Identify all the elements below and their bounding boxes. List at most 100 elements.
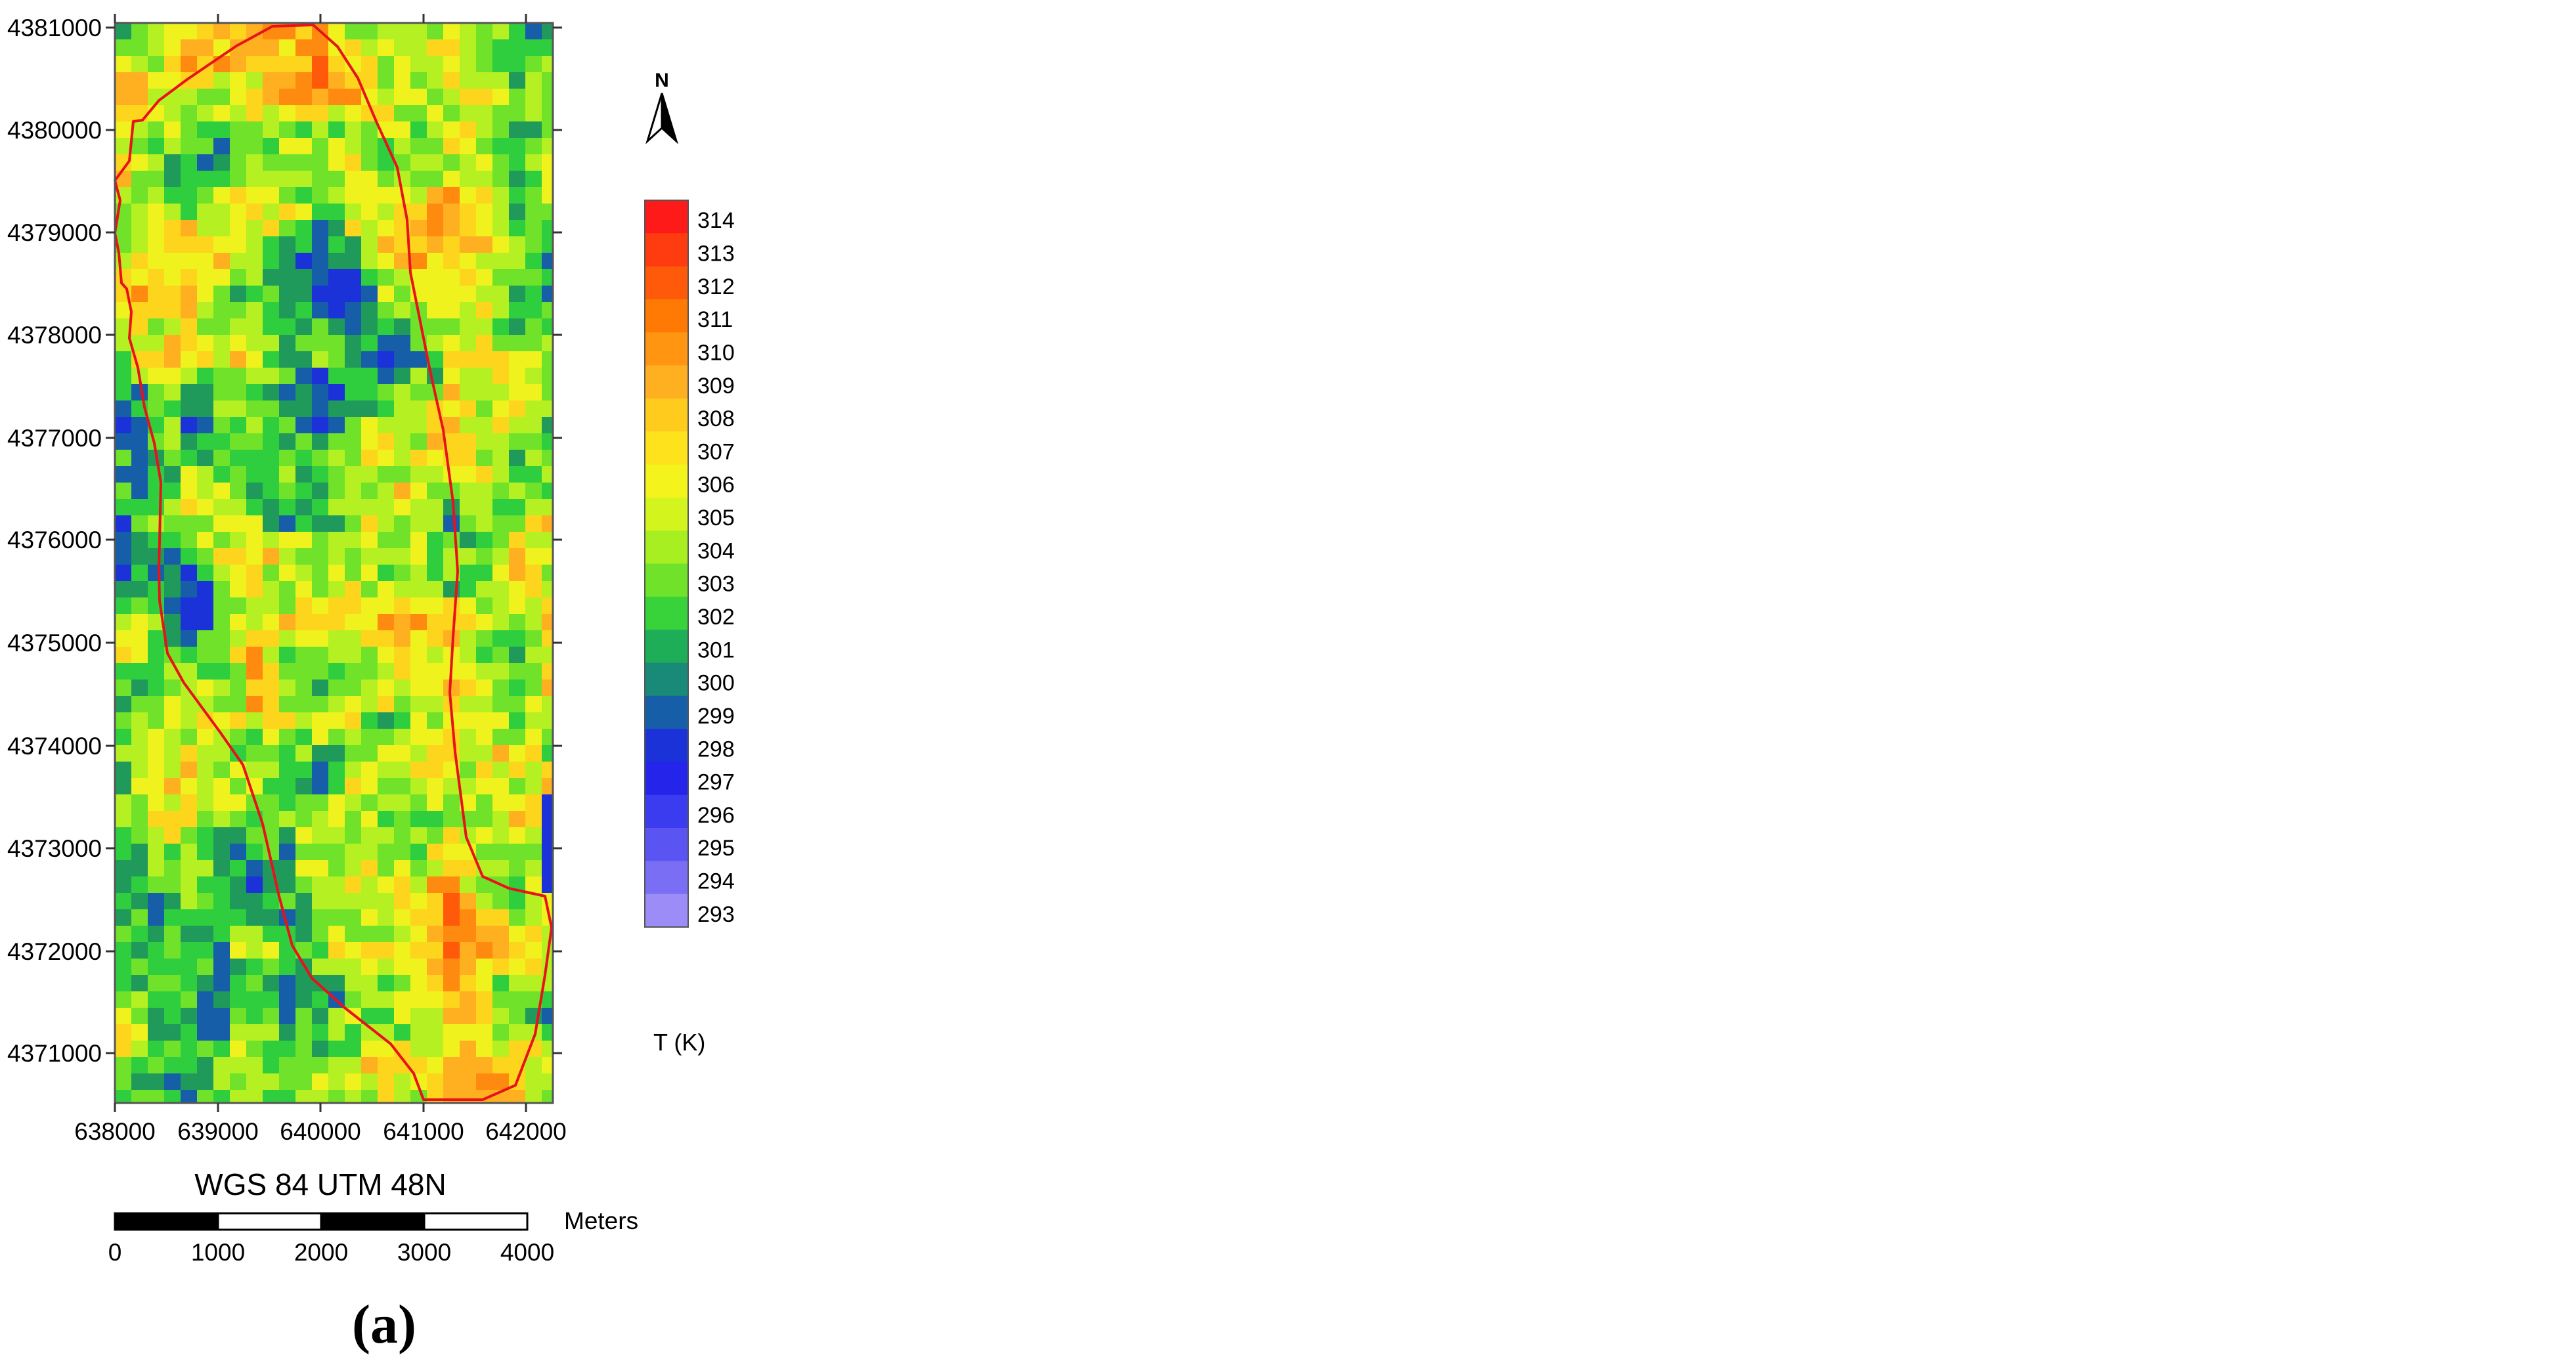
legend-swatch (645, 398, 688, 432)
y-tick-label: 4381000 (913, 14, 1008, 41)
y-tick-label: 4375000 (7, 630, 102, 657)
legend-swatch (2455, 700, 2498, 746)
map-panel-a: 4381000 4380000 4379000 4378000 4377000 43760… (7, 14, 2563, 1355)
legend-value: 0.36 (1602, 393, 1646, 418)
map-frame-b (1021, 23, 1457, 1103)
legend-swatch (1550, 496, 1593, 524)
legend-value: 0 (1602, 878, 1615, 903)
y-tick-label: 4373000 (913, 835, 1008, 862)
legend-swatch (2455, 337, 2498, 383)
legend-value: 0.4 (1602, 339, 1633, 364)
map-frame-a (114, 22, 554, 1104)
scalebar-segment (2133, 1213, 2236, 1230)
scalebar-label: 0 (1920, 1239, 1934, 1266)
legend-value: 305 (697, 506, 735, 530)
y-tick-label: 4379000 (7, 219, 102, 246)
x-tick-label: 642000 (485, 1118, 566, 1145)
legend-value: 304 (697, 538, 735, 563)
x-tick-label: 641000 (1289, 1118, 1370, 1145)
y-tick-label: 4378000 (7, 322, 102, 349)
legend-value: 296 (697, 803, 735, 828)
y-tick-label: 4372000 (1819, 938, 1913, 965)
scalebar-segment (2030, 1213, 2133, 1230)
legend-swatch (1550, 766, 1593, 793)
legend-swatch (645, 596, 688, 630)
legend-title: T (K) (653, 1029, 705, 1056)
legend-value: 310 (697, 340, 735, 365)
legend-value: 299 (697, 704, 735, 729)
legend-value: 298 (697, 737, 735, 762)
legend-value: 306 (697, 473, 735, 498)
y-tick-label: 4381000 (1819, 14, 1913, 41)
legend-value: 0.04 (2507, 508, 2550, 532)
legend-value: 308 (697, 406, 735, 431)
y-tick-label: 4374000 (913, 733, 1008, 760)
legend-swatch (1550, 416, 1593, 443)
legend-value: 0.46 (1602, 259, 1646, 284)
legend-swatch (2455, 745, 2498, 791)
x-tick-label: 640000 (1186, 1118, 1267, 1145)
legend-value: 0.42 (1602, 313, 1646, 337)
panel-caption: (b) (1250, 1294, 1318, 1355)
scalebar-segment (1124, 1213, 1227, 1230)
legend-swatch (1550, 227, 1593, 255)
y-tick-label: 4381000 (7, 14, 102, 41)
legend-value: 0.48 (1602, 232, 1646, 257)
scalebar-segment (1927, 1213, 2030, 1230)
legend-swatch (1550, 200, 1593, 228)
legend-swatch (645, 332, 688, 366)
legend-value: 0.045 (2507, 459, 2563, 484)
legend-value: 0.025 (2507, 654, 2563, 679)
x-tick-label: 638000 (980, 1118, 1061, 1145)
legend-value: 0.32 (1602, 447, 1646, 472)
legend-swatch (1550, 819, 1593, 847)
projection-label: WGS 84 UTM 48N (1101, 1167, 1352, 1201)
legend-value: 300 (697, 671, 735, 696)
legend-swatch (2455, 518, 2498, 564)
scalebar-segment (1227, 1213, 1330, 1230)
north-arrow-icon-fill (1568, 93, 1583, 141)
north-arrow-icon (1554, 93, 1568, 141)
scalebar-label: 3000 (397, 1239, 451, 1266)
legend-value: 0.01 (2507, 800, 2550, 825)
legend-value: 0.28 (1602, 501, 1646, 526)
scalebar-segment (1330, 1213, 1433, 1230)
x-tick-label: 639000 (1083, 1118, 1164, 1145)
y-tick-label: 4371000 (913, 1040, 1008, 1067)
legend-value: 0.2 (1602, 609, 1633, 634)
legend-swatch (645, 530, 688, 564)
legend-value: 294 (697, 869, 735, 894)
legend-value: 0.44 (1602, 286, 1646, 311)
legend-frame (1550, 200, 1593, 927)
legend-swatch (1550, 658, 1593, 685)
legend-title: Gradient (K/m) (2393, 1029, 2548, 1056)
x-tick-label: 638000 (1886, 1118, 1967, 1145)
x-tick-label: 639000 (1989, 1118, 2070, 1145)
legend-value: 0.1 (1602, 743, 1633, 768)
projection-label: WGS 84 UTM 48N (194, 1167, 446, 1201)
legend-swatch (645, 662, 688, 697)
north-arrow-icon (2458, 93, 2472, 141)
scalebar-label: 4000 (2312, 1239, 2366, 1266)
scalebar-label: 0 (1015, 1239, 1028, 1266)
legend-value: 0.06 (2507, 313, 2550, 338)
legend-value: 0.015 (2507, 751, 2563, 776)
scalebar-label: 1000 (2003, 1239, 2057, 1266)
legend-swatch (2455, 836, 2498, 882)
legend-swatch (645, 233, 688, 267)
scalebar-unit: Meters (564, 1207, 638, 1234)
legend-swatch (645, 266, 688, 300)
legend-swatch (645, 861, 688, 895)
legend-swatch (1550, 846, 1593, 874)
legend-value: 0.02 (2507, 702, 2550, 727)
study-area-boundary-b (1021, 25, 1458, 1100)
y-tick-label: 4380000 (7, 117, 102, 144)
y-tick-label: 4374000 (1819, 733, 1913, 760)
legend-swatch (1550, 792, 1593, 820)
legend-value: 0.14 (1602, 689, 1646, 714)
legend-swatch (2455, 473, 2498, 519)
north-arrow-icon (645, 93, 663, 144)
legend-value: 0.035 (2507, 556, 2563, 581)
north-arrow-label: N (1561, 70, 1575, 91)
legend-value: 0.04 (1602, 824, 1646, 849)
